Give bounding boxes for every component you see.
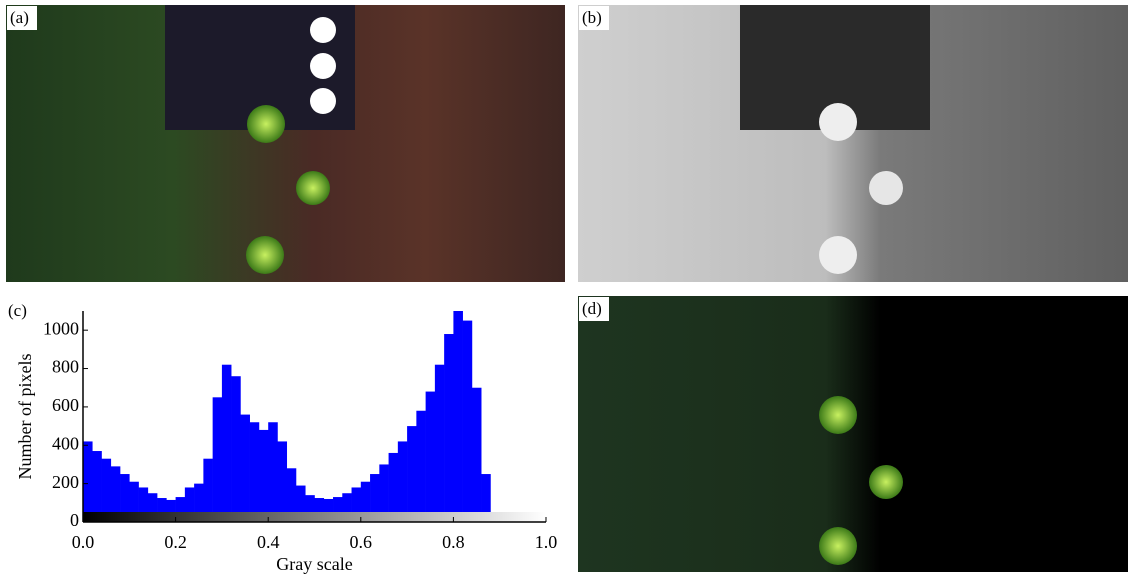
photo-detail: [869, 171, 903, 205]
photo-detail: [310, 88, 336, 114]
x-tick-label: 0.4: [257, 532, 280, 552]
bar: [453, 311, 463, 522]
bar: [250, 422, 260, 522]
x-axis-label: Gray scale: [276, 554, 352, 574]
photo-detail: [819, 527, 857, 565]
photo-detail: [310, 53, 336, 79]
bar: [222, 365, 232, 522]
y-tick-label: 400: [52, 433, 79, 453]
x-tick-label: 0.6: [350, 532, 373, 552]
panel-label: (d): [582, 299, 602, 318]
photo-detail: [819, 103, 857, 141]
x-tick-label: 0.2: [164, 532, 187, 552]
bar: [472, 388, 482, 522]
x-tick-label: 0.0: [72, 532, 95, 552]
y-tick-label: 800: [52, 357, 79, 377]
bar: [277, 441, 287, 522]
bar: [463, 321, 473, 522]
bar: [416, 411, 426, 522]
y-tick-label: 600: [52, 395, 79, 415]
panel-label: (b): [582, 8, 602, 27]
bar: [231, 376, 241, 522]
y-tick-label: 0: [70, 510, 79, 530]
bar: [398, 441, 408, 522]
photo-detail: [296, 171, 330, 205]
bar: [213, 397, 223, 522]
bar: [92, 451, 102, 522]
bar: [240, 415, 250, 522]
bar: [268, 422, 278, 522]
photo-detail: [819, 236, 857, 274]
photo-detail: [819, 396, 857, 434]
photo-detail: [310, 17, 336, 43]
x-tick-label: 0.8: [442, 532, 465, 552]
gray-strip: [83, 512, 546, 522]
panel-label: (a): [10, 8, 29, 27]
bar: [83, 441, 93, 522]
bar: [407, 426, 417, 522]
x-tick-label: 1.0: [535, 532, 558, 552]
y-tick-label: 1000: [43, 318, 79, 338]
bar: [259, 430, 269, 522]
y-axis-label: Number of pixels: [15, 354, 35, 480]
photo: [578, 296, 1128, 572]
bar: [435, 365, 445, 522]
bar: [389, 453, 399, 522]
panel-label: (c): [8, 301, 27, 320]
figure: (a) (b) (d) (c) 0 200 400 600 800 1000 0.0 0.2 0.4 0.…: [0, 0, 1133, 574]
bar: [426, 392, 436, 522]
photo-detail: [246, 236, 284, 274]
bar: [444, 334, 454, 522]
photo-detail: [247, 105, 285, 143]
photo-detail: [869, 465, 903, 499]
y-tick-label: 200: [52, 472, 79, 492]
